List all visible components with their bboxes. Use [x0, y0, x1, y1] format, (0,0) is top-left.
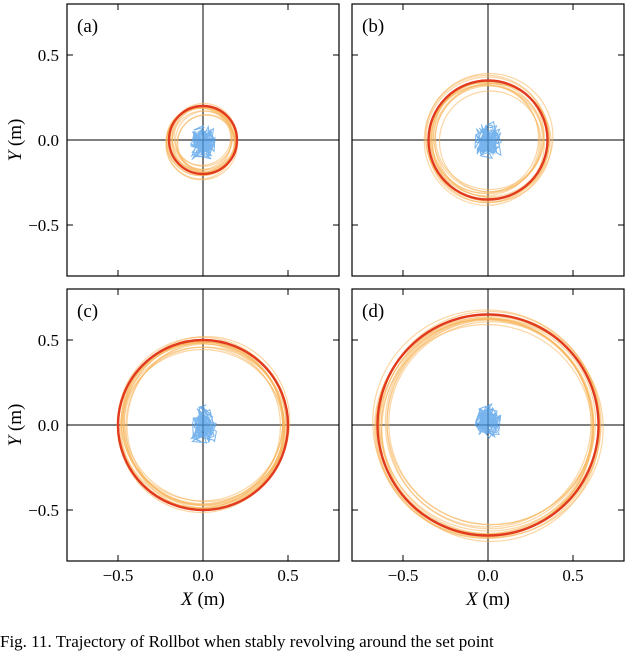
- x-tick-label: 0.5: [277, 566, 298, 585]
- set-circle: [427, 79, 549, 201]
- plot-area: [352, 289, 624, 561]
- y-tick-label: 0.5: [38, 331, 59, 350]
- x-axis-label: X (m): [465, 589, 510, 610]
- plot-area: [67, 4, 339, 276]
- trajectory-loop: [122, 341, 284, 505]
- y-axis-label-unit: (m): [5, 404, 26, 436]
- x-tick-label: −0.5: [388, 566, 419, 585]
- x-axis-label: X (m): [180, 589, 225, 610]
- panel-a: (a) 0.5 0.0 −0.5 Y (m): [5, 3, 340, 277]
- set-circle: [116, 338, 290, 512]
- y-axis-label-var: Y: [5, 148, 26, 161]
- y-axis-label: Y (m): [5, 119, 26, 162]
- x-tick-label: 0.0: [192, 566, 213, 585]
- figure: (a) 0.5 0.0 −0.5 Y (m) (b) (c) 0.5 0.0 −0.5 Y (m) −…: [5, 3, 625, 610]
- plot-area: [67, 289, 339, 561]
- center-trajectory: [189, 404, 217, 444]
- y-tick-label: 0.0: [38, 416, 59, 435]
- panel-b: (b): [351, 3, 625, 277]
- panel-label: (a): [77, 16, 98, 37]
- y-axis-label: Y (m): [5, 404, 26, 447]
- y-tick-label: −0.5: [28, 501, 59, 520]
- center-trajectory: [474, 403, 502, 439]
- set-circle: [167, 104, 239, 176]
- y-tick-label: −0.5: [28, 216, 59, 235]
- panel-label: (b): [362, 16, 384, 37]
- set-circle: [376, 313, 600, 537]
- x-axis-label-unit: (m): [193, 589, 225, 610]
- y-axis-label-unit: (m): [5, 119, 26, 151]
- center-trajectory: [190, 124, 216, 160]
- panel-c: (c) 0.5 0.0 −0.5 Y (m) −0.5 0.0 0.5 X (m): [5, 288, 340, 610]
- plot-area: [352, 4, 624, 276]
- y-axis-label-var: Y: [5, 433, 26, 446]
- trajectory-loop: [386, 318, 597, 526]
- x-axis-label-var: X: [465, 589, 479, 610]
- center-trajectory: [474, 120, 502, 160]
- trajectory-loop: [381, 315, 601, 543]
- panel-label: (c): [77, 301, 98, 322]
- x-tick-label: 0.5: [562, 566, 583, 585]
- x-tick-label: −0.5: [103, 566, 134, 585]
- trajectory-loop: [434, 85, 545, 191]
- panel-label: (d): [362, 301, 384, 322]
- y-tick-label: 0.5: [38, 46, 59, 65]
- x-axis-label-var: X: [180, 589, 194, 610]
- trajectory-loop: [429, 84, 541, 197]
- x-axis-label-unit: (m): [478, 589, 510, 610]
- y-tick-label: 0.0: [38, 131, 59, 150]
- figure-caption: Fig. 11. Trajectory of Rollbot when stab…: [0, 632, 494, 651]
- panel-d: (d) −0.5 0.0 0.5 X (m): [351, 288, 625, 610]
- x-tick-label: 0.0: [477, 566, 498, 585]
